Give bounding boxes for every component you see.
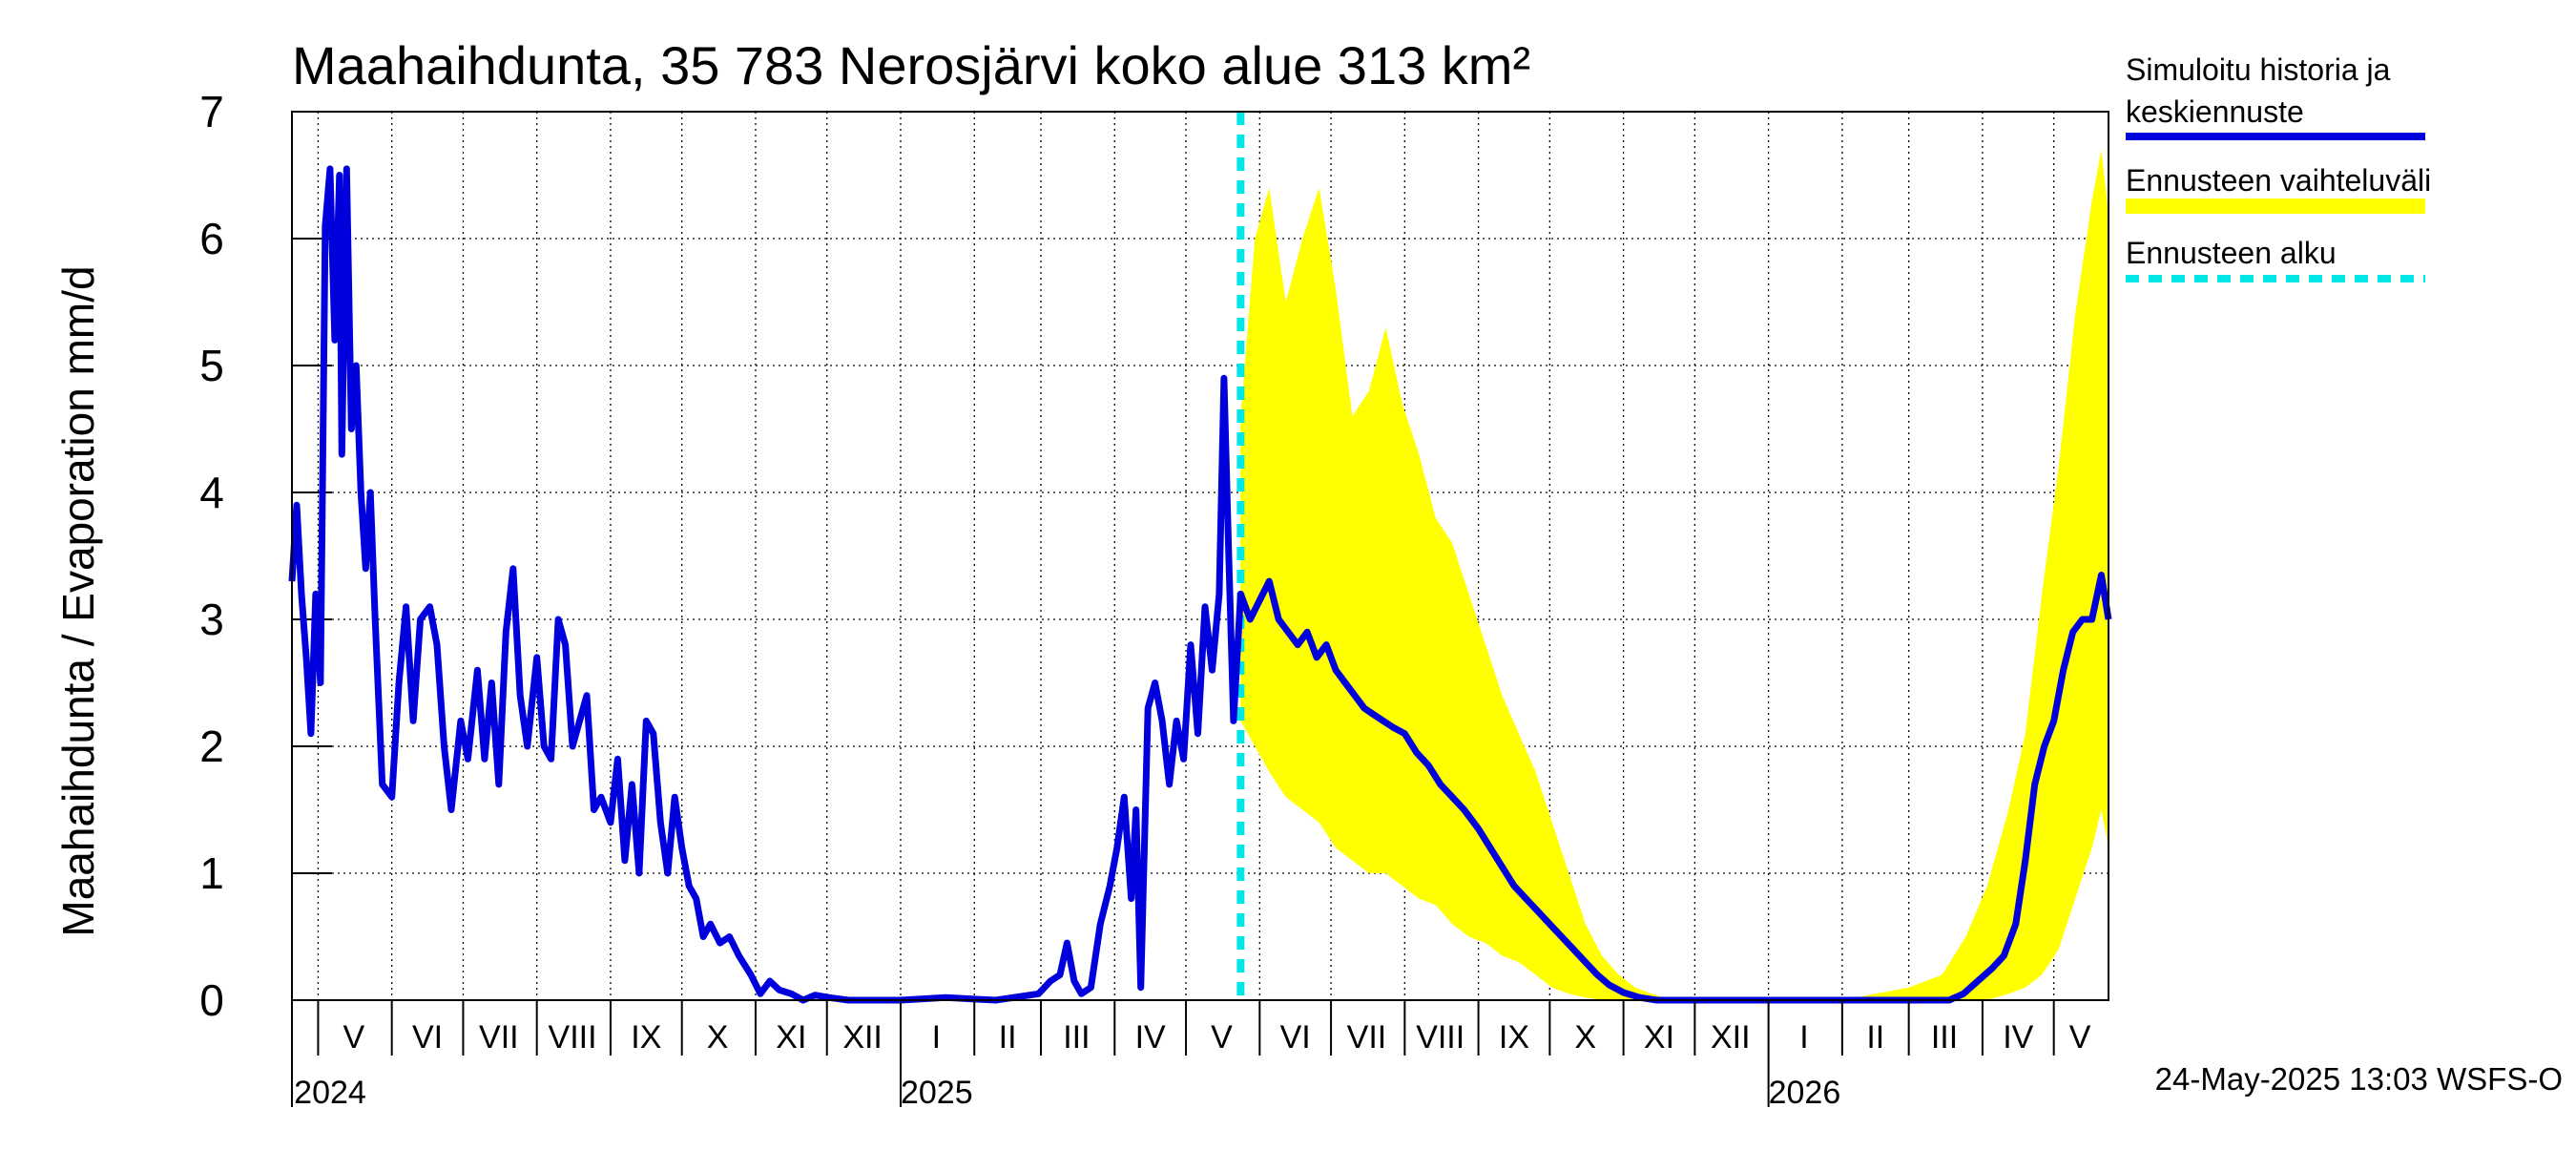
month-label: III — [1063, 1019, 1090, 1056]
chart-title: Maahaihdunta, 35 783 Nerosjärvi koko alu… — [292, 35, 1530, 95]
y-tick-label: 0 — [199, 975, 224, 1025]
forecast-range-band — [1240, 149, 2109, 1000]
month-label: I — [1799, 1019, 1808, 1056]
month-label: V — [343, 1019, 364, 1056]
legend-label-forecast-start: Ennusteen alku — [2126, 236, 2337, 270]
month-label: X — [1574, 1019, 1596, 1056]
y-axis-label: Maahaihdunta / Evaporation mm/d — [53, 265, 103, 936]
y-tick-label: 7 — [199, 87, 224, 136]
month-label: IV — [2003, 1019, 2033, 1056]
month-label: IV — [1135, 1019, 1166, 1056]
month-label: II — [999, 1019, 1017, 1056]
month-label: V — [1211, 1019, 1233, 1056]
month-label: X — [707, 1019, 729, 1056]
month-label: XI — [776, 1019, 806, 1056]
month-label: VIII — [1416, 1019, 1465, 1056]
month-label: VII — [1347, 1019, 1387, 1056]
legend-label-range: Ennusteen vaihteluväli — [2126, 163, 2431, 198]
timestamp-label: 24-May-2025 13:03 WSFS-O — [2155, 1061, 2563, 1097]
year-label: 2024 — [294, 1075, 366, 1111]
month-label: III — [1931, 1019, 1958, 1056]
month-label: VII — [479, 1019, 519, 1056]
legend: Simuloitu historia ja keskiennuste Ennuste… — [2126, 52, 2431, 282]
month-label: IX — [1499, 1019, 1529, 1056]
legend-label-simulated: Simuloitu historia ja — [2126, 52, 2391, 87]
y-tick-label: 4 — [199, 468, 224, 517]
plot-frame — [291, 111, 2109, 1001]
simulated-series-line — [288, 165, 2112, 1004]
year-label: 2026 — [1769, 1075, 1841, 1111]
month-label: VI — [412, 1019, 443, 1056]
month-label: XII — [842, 1019, 883, 1056]
month-label: XI — [1644, 1019, 1674, 1056]
month-label: I — [932, 1019, 941, 1056]
month-label: VI — [1280, 1019, 1311, 1056]
month-label: VIII — [549, 1019, 597, 1056]
month-label: XII — [1711, 1019, 1751, 1056]
legend-label-simulated: keskiennuste — [2126, 94, 2304, 129]
month-label: II — [1866, 1019, 1884, 1056]
y-tick-label: 2 — [199, 721, 224, 771]
month-label: V — [2069, 1019, 2091, 1056]
year-label: 2025 — [901, 1075, 973, 1111]
y-tick-label: 5 — [199, 341, 224, 390]
y-tick-label: 1 — [199, 848, 224, 898]
y-tick-label: 6 — [199, 214, 224, 263]
month-label: IX — [631, 1019, 661, 1056]
y-tick-label: 3 — [199, 595, 224, 644]
